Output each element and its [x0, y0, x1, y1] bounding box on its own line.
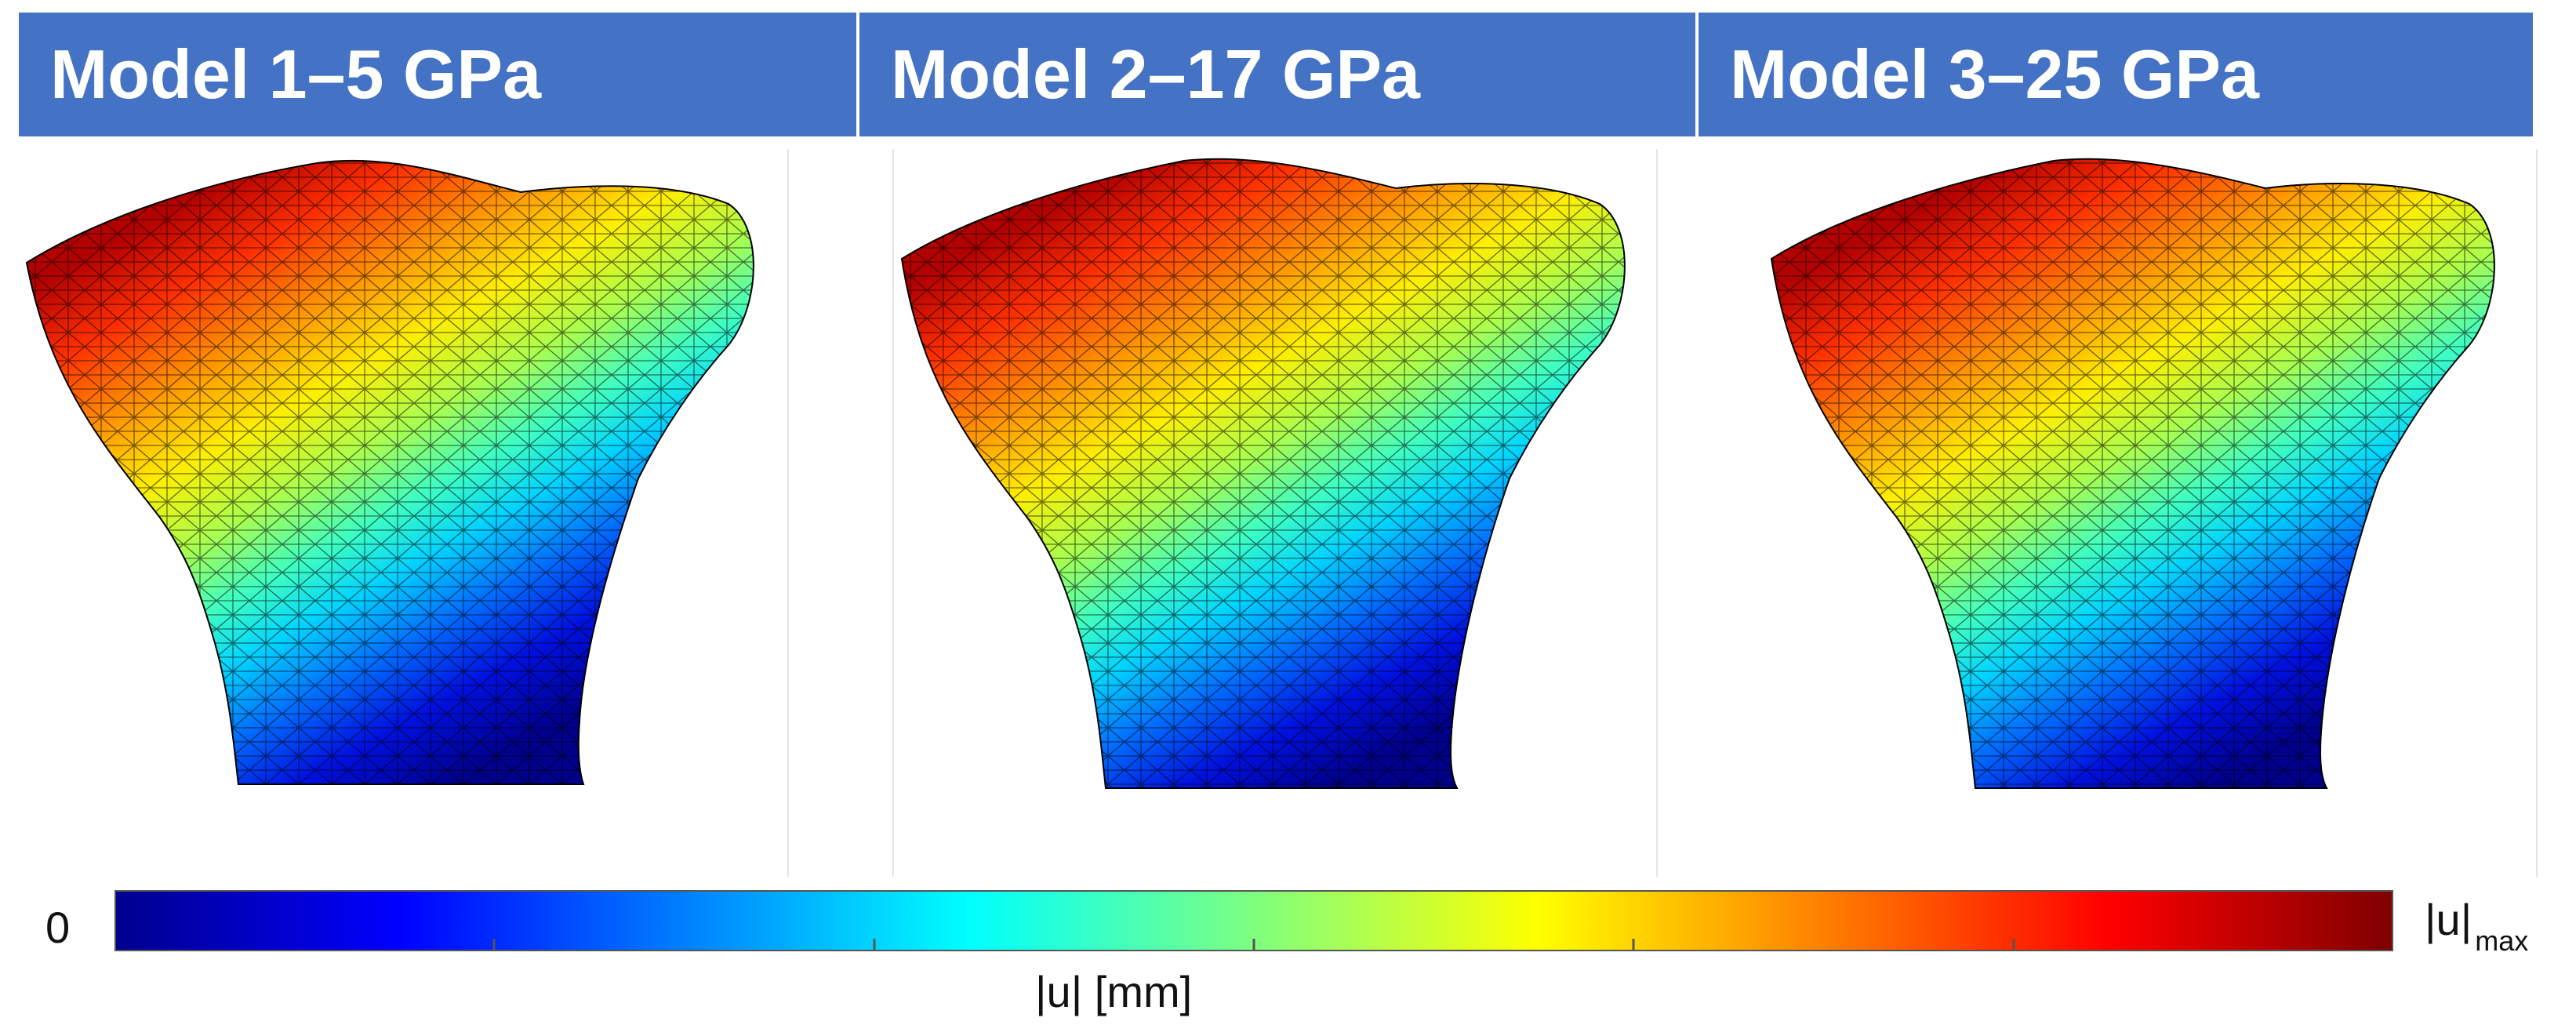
- colorbar-min-label: 0: [45, 903, 71, 952]
- colorbar-gradient: [114, 890, 2393, 951]
- model-3-title: Model 3–25 GPa: [1699, 13, 2533, 136]
- model-3-mesh: [1770, 158, 2495, 789]
- model-2-mesh: [900, 158, 1626, 789]
- colorbar-unit-label: |u| [mm]: [1035, 967, 1193, 1016]
- colorbar-max-label: |u| max: [2425, 895, 2529, 957]
- model-2-title: Model 2–17 GPa: [859, 13, 1695, 136]
- colorbar-ticks: [492, 939, 2015, 951]
- model-3-panel: [1656, 149, 2538, 877]
- model-1-panel: [19, 149, 789, 877]
- model-1-title: Model 1–5 GPa: [19, 13, 856, 136]
- colorbar: [114, 890, 2393, 953]
- model-1-mesh: [25, 159, 754, 785]
- model-2-panel: [892, 149, 1662, 877]
